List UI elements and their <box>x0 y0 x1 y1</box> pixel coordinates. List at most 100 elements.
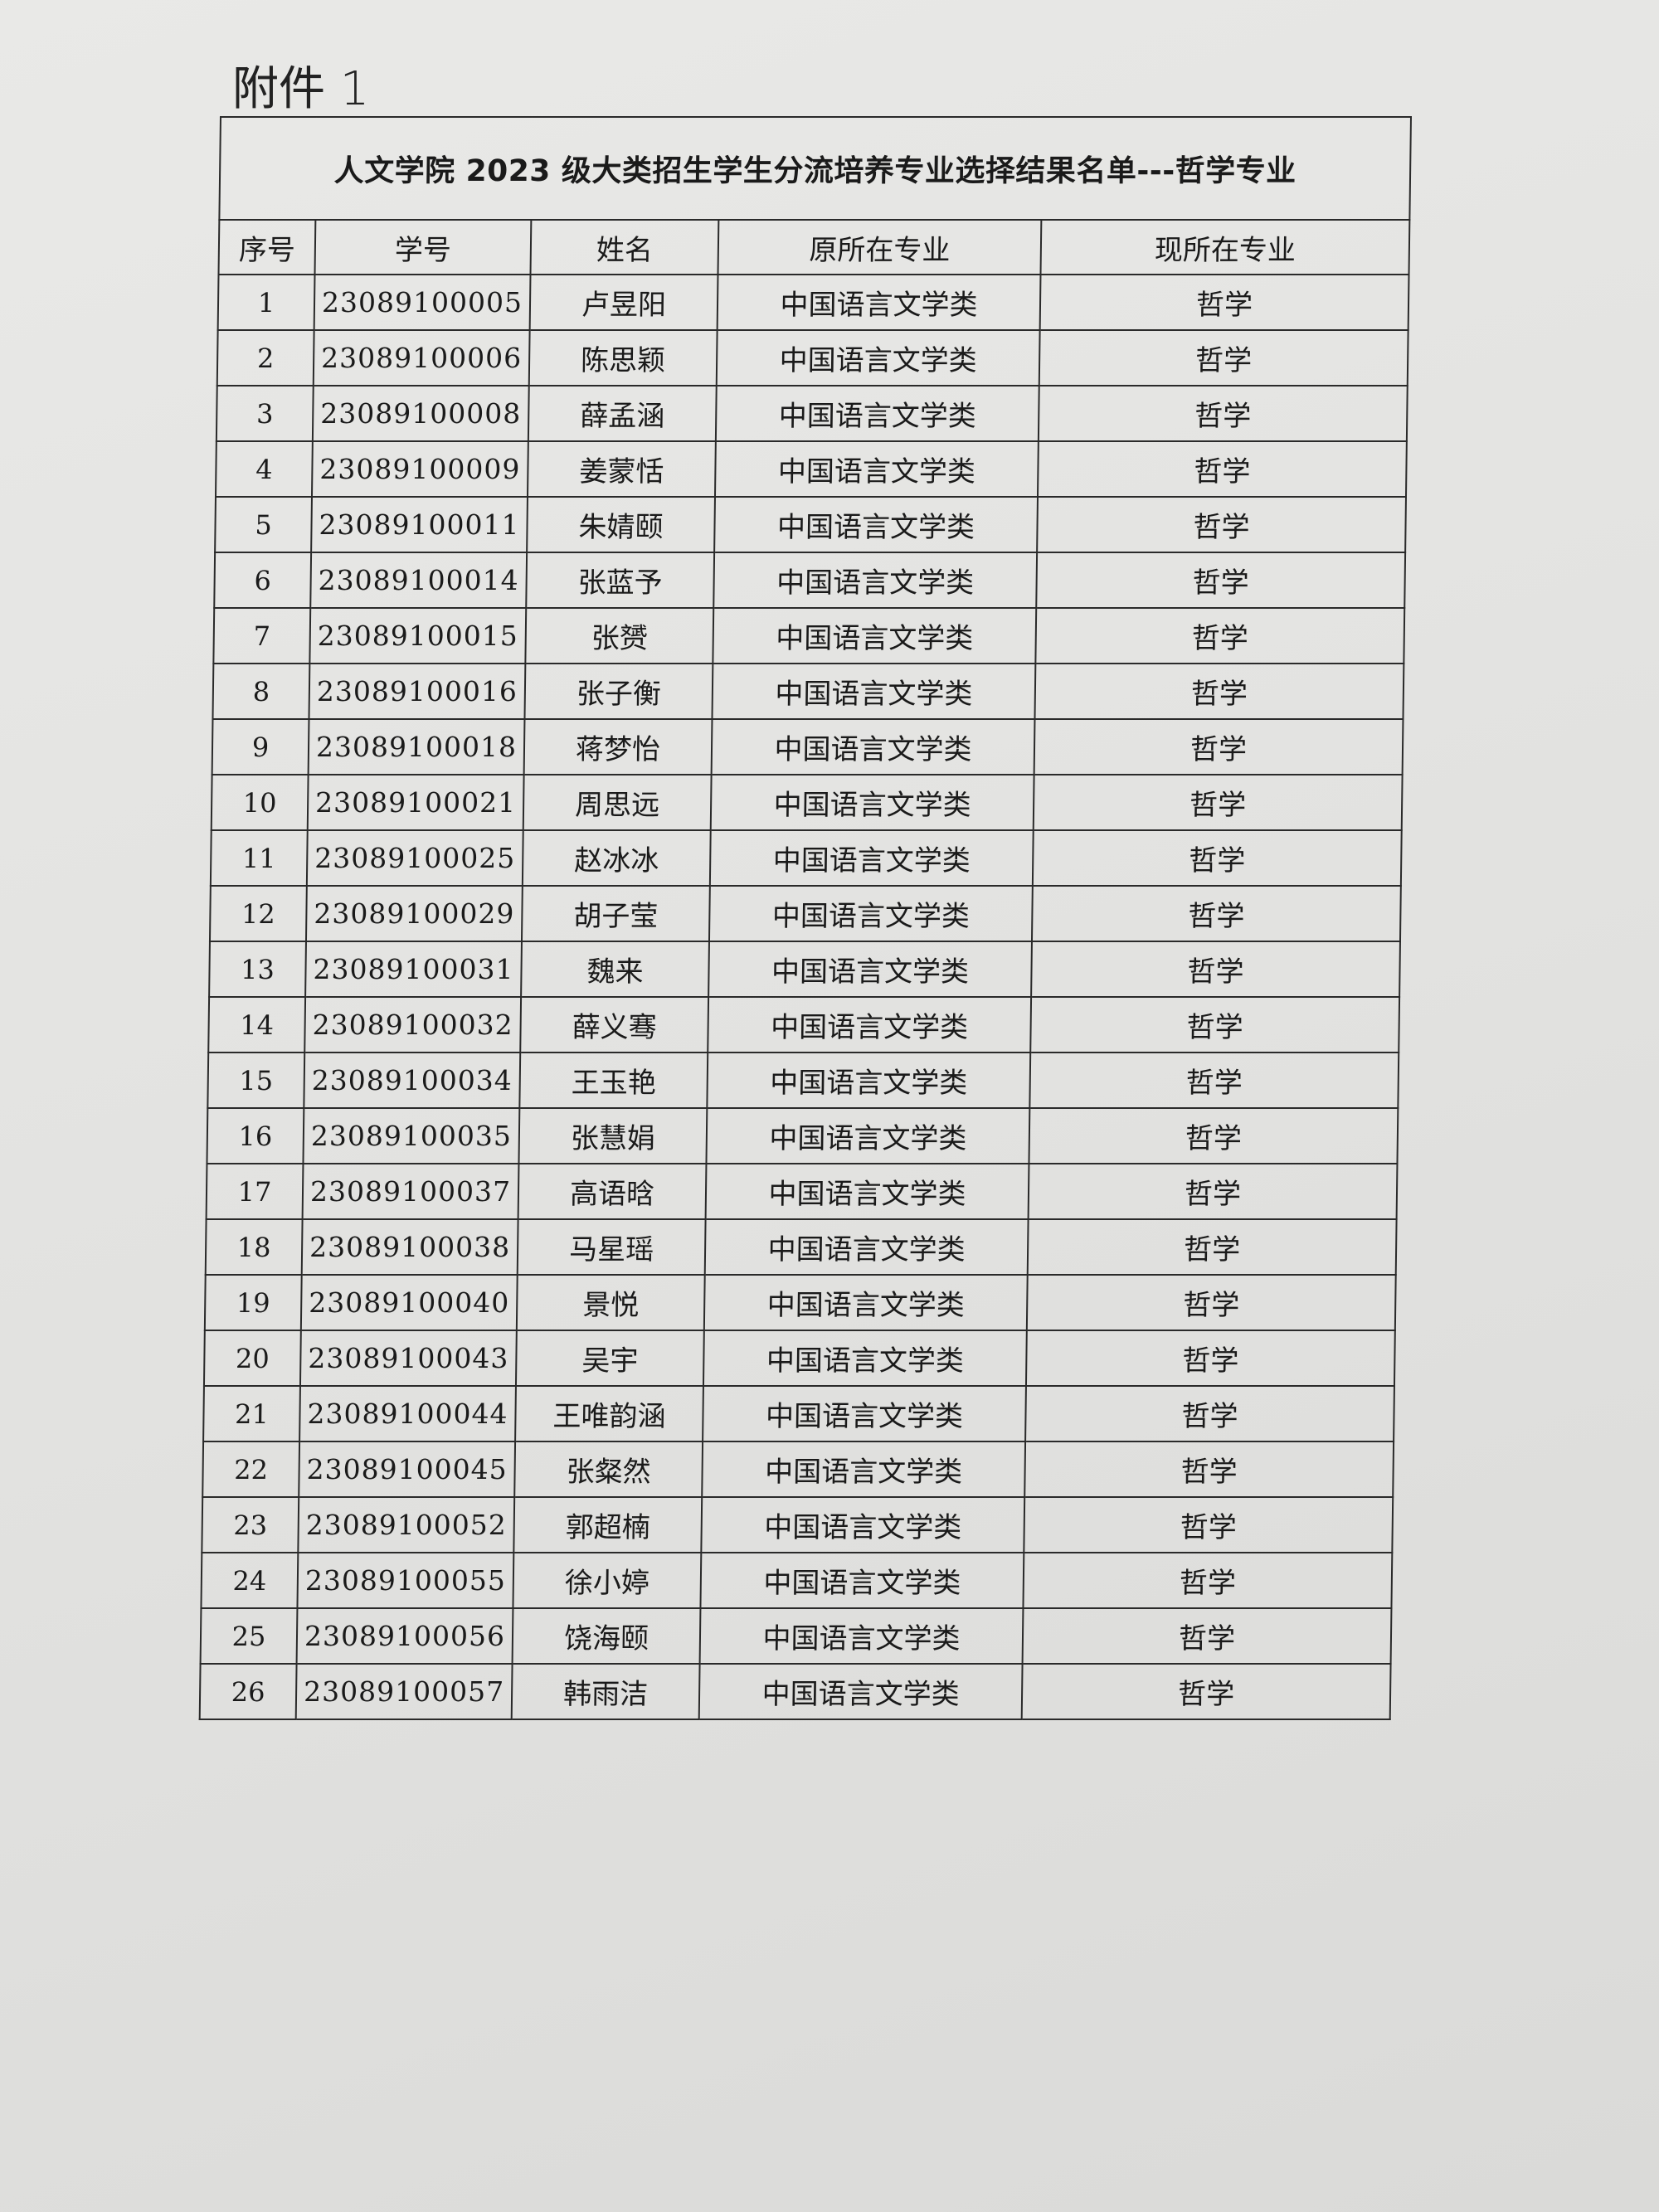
table-row: 4 23089100009 姜蒙恬 中国语言文学类 哲学 <box>215 441 1407 497</box>
original-major: 中国语言文学类 <box>708 886 1033 941</box>
table-row: 5 23089100011 朱婧颐 中国语言文学类 哲学 <box>215 497 1407 552</box>
student-id: 23089100044 <box>299 1386 516 1441</box>
row-index: 1 <box>217 275 315 330</box>
table-body: 1 23089100005 卢昱阳 中国语言文学类 哲学 2 23089100006 陈思颖中… <box>199 275 1409 1719</box>
row-index: 14 <box>208 997 306 1053</box>
original-major: 中国语言文学类 <box>703 1275 1028 1330</box>
original-major: 中国语言文学类 <box>704 1219 1029 1275</box>
student-name: 张慧娟 <box>518 1108 708 1164</box>
original-major: 中国语言文学类 <box>711 719 1035 775</box>
student-name: 马星瑶 <box>517 1219 706 1275</box>
student-name: 朱婧颐 <box>527 497 715 552</box>
student-id: 23089100045 <box>299 1441 516 1497</box>
current-major: 哲学 <box>1024 1441 1394 1497</box>
table-row: 11 23089100025 赵冰冰 中国语言文学类 哲学 <box>210 830 1402 886</box>
row-index: 24 <box>201 1553 299 1608</box>
student-id: 23089100018 <box>308 719 525 775</box>
student-name: 徐小婷 <box>513 1553 702 1608</box>
original-major: 中国语言文学类 <box>702 1441 1026 1497</box>
original-major: 中国语言文学类 <box>703 1386 1026 1441</box>
row-index: 18 <box>205 1219 303 1275</box>
current-major: 哲学 <box>1022 1608 1392 1664</box>
student-id: 23089100025 <box>306 830 523 886</box>
table-row: 3 23089100008 薛孟涵 中国语言文学类 哲学 <box>216 386 1408 441</box>
table-row: 26 23089100057 韩雨洁 中国语言文学类 哲学 <box>199 1664 1391 1719</box>
table-row: 12 23089100029 胡子莹 中国语言文学类 哲学 <box>209 886 1401 941</box>
row-index: 25 <box>200 1608 298 1664</box>
table-row: 6 23089100014 张蓝予 中国语言文学类 哲学 <box>214 552 1406 608</box>
student-id: 23089100043 <box>299 1330 517 1386</box>
table-row: 10 23089100021 周思远 中国语言文学类 哲学 <box>211 775 1403 830</box>
current-major: 哲学 <box>1029 1053 1399 1108</box>
student-name: 薛孟涵 <box>528 386 717 441</box>
student-name: 饶海颐 <box>512 1608 701 1664</box>
row-index: 12 <box>209 886 307 941</box>
table-row: 1 23089100005 卢昱阳 中国语言文学类 哲学 <box>217 275 1409 330</box>
header-index: 序号 <box>218 220 316 275</box>
current-major: 哲学 <box>1034 664 1404 719</box>
table-row: 22 23089100045 张粲然 中国语言文学类 哲学 <box>202 1441 1394 1497</box>
current-major: 哲学 <box>1031 886 1401 941</box>
student-id: 23089100021 <box>307 775 524 830</box>
student-name: 吴宇 <box>515 1330 704 1386</box>
original-major: 中国语言文学类 <box>705 1164 1029 1219</box>
current-major: 哲学 <box>1037 441 1407 497</box>
student-id: 23089100038 <box>301 1219 518 1275</box>
student-name: 周思远 <box>523 775 712 830</box>
row-index: 5 <box>215 497 312 552</box>
table-row: 16 23089100035 张慧娟 中国语言文学类 哲学 <box>207 1108 1399 1164</box>
original-major: 中国语言文学类 <box>714 497 1038 552</box>
original-major: 中国语言文学类 <box>713 552 1038 608</box>
student-name: 薛义骞 <box>520 997 709 1053</box>
header-row: 序号 学号 姓名 原所在专业 现所在专业 <box>218 220 1410 275</box>
result-list-sheet: 人文学院 2023 级大类招生学生分流培养专业选择结果名单---哲学专业 序号 … <box>199 116 1412 1720</box>
current-major: 哲学 <box>1025 1330 1395 1386</box>
attachment-label: 附件 1 <box>232 62 370 116</box>
current-major: 哲学 <box>1027 1219 1397 1275</box>
header-student-id: 学号 <box>314 220 532 275</box>
student-name: 张蓝予 <box>526 552 715 608</box>
current-major: 哲学 <box>1032 830 1402 886</box>
student-name: 郭超楠 <box>513 1497 703 1553</box>
current-major: 哲学 <box>1029 1108 1399 1164</box>
header-name: 姓名 <box>530 220 719 275</box>
student-id: 23089100016 <box>309 664 526 719</box>
student-name: 张粲然 <box>514 1441 703 1497</box>
current-major: 哲学 <box>1037 497 1407 552</box>
row-index: 3 <box>216 386 314 441</box>
table-row: 2 23089100006 陈思颖 中国语言文学类 哲学 <box>216 330 1408 386</box>
row-index: 13 <box>209 941 306 997</box>
result-table: 人文学院 2023 级大类招生学生分流培养专业选择结果名单---哲学专业 序号 … <box>199 116 1412 1720</box>
row-index: 2 <box>216 330 314 386</box>
current-major: 哲学 <box>1039 275 1409 330</box>
row-index: 8 <box>212 664 310 719</box>
current-major: 哲学 <box>1038 386 1408 441</box>
row-index: 16 <box>207 1108 304 1164</box>
student-name: 陈思颖 <box>528 330 718 386</box>
student-id: 23089100035 <box>303 1108 520 1164</box>
current-major: 哲学 <box>1033 775 1403 830</box>
current-major: 哲学 <box>1039 330 1408 386</box>
original-major: 中国语言文学类 <box>715 386 1039 441</box>
student-name: 景悦 <box>516 1275 705 1330</box>
current-major: 哲学 <box>1028 1164 1398 1219</box>
row-index: 23 <box>202 1497 299 1553</box>
table-row: 18 23089100038 马星瑶 中国语言文学类 哲学 <box>205 1219 1397 1275</box>
original-major: 中国语言文学类 <box>716 330 1040 386</box>
row-index: 9 <box>212 719 309 775</box>
student-name: 赵冰冰 <box>522 830 711 886</box>
student-id: 23089100040 <box>300 1275 518 1330</box>
student-id: 23089100055 <box>297 1553 514 1608</box>
row-index: 10 <box>211 775 309 830</box>
table-row: 20 23089100043 吴宇 中国语言文学类 哲学 <box>203 1330 1395 1386</box>
student-id: 23089100006 <box>313 330 530 386</box>
student-id: 23089100034 <box>304 1053 521 1108</box>
row-index: 6 <box>214 552 312 608</box>
table-row: 21 23089100044 王唯韵涵 中国语言文学类 哲学 <box>203 1386 1395 1441</box>
student-id: 23089100056 <box>296 1608 513 1664</box>
current-major: 哲学 <box>1021 1664 1391 1719</box>
original-major: 中国语言文学类 <box>714 441 1039 497</box>
current-major: 哲学 <box>1024 1497 1394 1553</box>
student-name: 王玉艳 <box>519 1053 708 1108</box>
table-title: 人文学院 2023 级大类招生学生分流培养专业选择结果名单---哲学专业 <box>219 117 1412 220</box>
